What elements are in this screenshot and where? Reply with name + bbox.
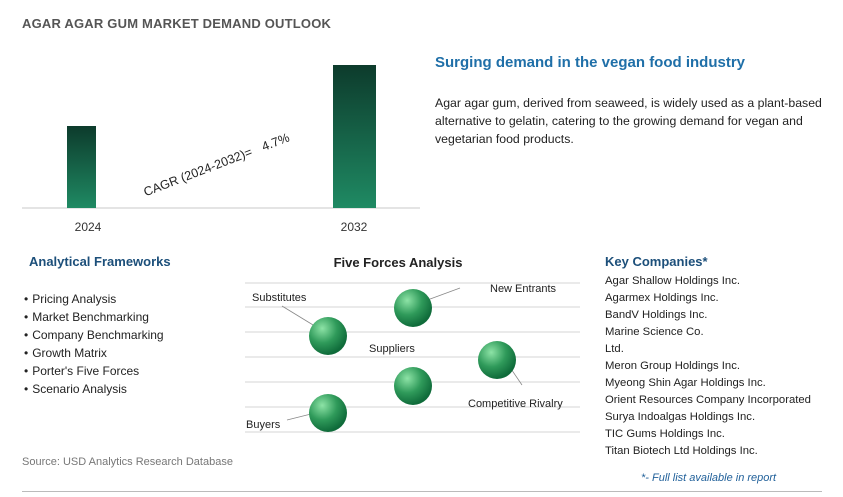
cagr-annotation: CAGR (2024-2032)= 4.7% bbox=[142, 131, 292, 200]
description: Agar agar gum, derived from seaweed, is … bbox=[435, 96, 822, 146]
companies-title: Key Companies* bbox=[605, 254, 708, 269]
framework-item: Scenario Analysis bbox=[24, 380, 164, 398]
five-forces-diagram: Five Forces Analysis Substitutes New Ent… bbox=[245, 255, 580, 433]
cagr-value: 4.7% bbox=[260, 131, 292, 154]
company-item: TIC Gums Holdings Inc. bbox=[605, 428, 725, 440]
company-item: Titan Biotech Ltd Holdings Inc. bbox=[605, 445, 758, 457]
label-competitive-rivalry: Competitive Rivalry bbox=[468, 398, 563, 410]
companies-footnote: *- Full list available in report bbox=[641, 472, 777, 484]
tick-label-2032: 2032 bbox=[341, 220, 368, 234]
sphere-suppliers bbox=[394, 367, 432, 405]
company-item: Surya Indoalgas Holdings Inc. bbox=[605, 411, 756, 423]
company-item: Ltd. bbox=[605, 343, 624, 355]
framework-item: Porter's Five Forces bbox=[24, 362, 164, 380]
bar-2032 bbox=[333, 65, 376, 208]
sphere-substitutes bbox=[309, 317, 347, 355]
frameworks-title: Analytical Frameworks bbox=[29, 254, 171, 269]
sphere-buyers bbox=[309, 394, 347, 432]
cagr-label: CAGR (2024-2032)= bbox=[142, 145, 254, 199]
market-bar-chart: 2024 2032 CAGR (2024-2032)= 4.7% bbox=[22, 65, 420, 234]
framework-item: Market Benchmarking bbox=[24, 308, 164, 326]
company-item: Orient Resources Company Incorporated bbox=[605, 394, 811, 406]
tick-label-2024: 2024 bbox=[75, 220, 102, 234]
sphere-new-entrants bbox=[394, 289, 432, 327]
company-item: Agarmex Holdings Inc. bbox=[605, 292, 719, 304]
company-item: Meron Group Holdings Inc. bbox=[605, 360, 741, 372]
page-title: AGAR AGAR GUM MARKET DEMAND OUTLOOK bbox=[22, 16, 332, 31]
frameworks-list: Pricing Analysis Market Benchmarking Com… bbox=[24, 290, 164, 398]
bar-2024 bbox=[67, 126, 96, 208]
headline: Surging demand in the vegan food industr… bbox=[435, 54, 746, 71]
label-buyers: Buyers bbox=[246, 419, 281, 431]
five-forces-title: Five Forces Analysis bbox=[334, 255, 463, 270]
source-note: Source: USD Analytics Research Database bbox=[22, 456, 233, 468]
company-item: Marine Science Co. bbox=[605, 326, 704, 338]
bottom-divider bbox=[22, 491, 822, 492]
company-item: Agar Shallow Holdings Inc. bbox=[605, 275, 741, 287]
svg-text:CAGR (2024-2032)= 4.7%: CAGR (2024-2032)= 4.7% bbox=[142, 131, 292, 200]
label-suppliers: Suppliers bbox=[369, 343, 415, 355]
framework-item: Pricing Analysis bbox=[24, 290, 164, 308]
companies-list: Agar Shallow Holdings Inc. Agarmex Holdi… bbox=[605, 273, 811, 460]
framework-item: Company Benchmarking bbox=[24, 326, 163, 344]
sphere-competitive-rivalry bbox=[478, 341, 516, 379]
framework-item: Growth Matrix bbox=[24, 344, 164, 362]
company-item: Myeong Shin Agar Holdings Inc. bbox=[605, 377, 766, 389]
label-substitutes: Substitutes bbox=[252, 292, 307, 304]
label-new-entrants: New Entrants bbox=[490, 283, 557, 295]
company-item: BandV Holdings Inc. bbox=[605, 309, 708, 321]
